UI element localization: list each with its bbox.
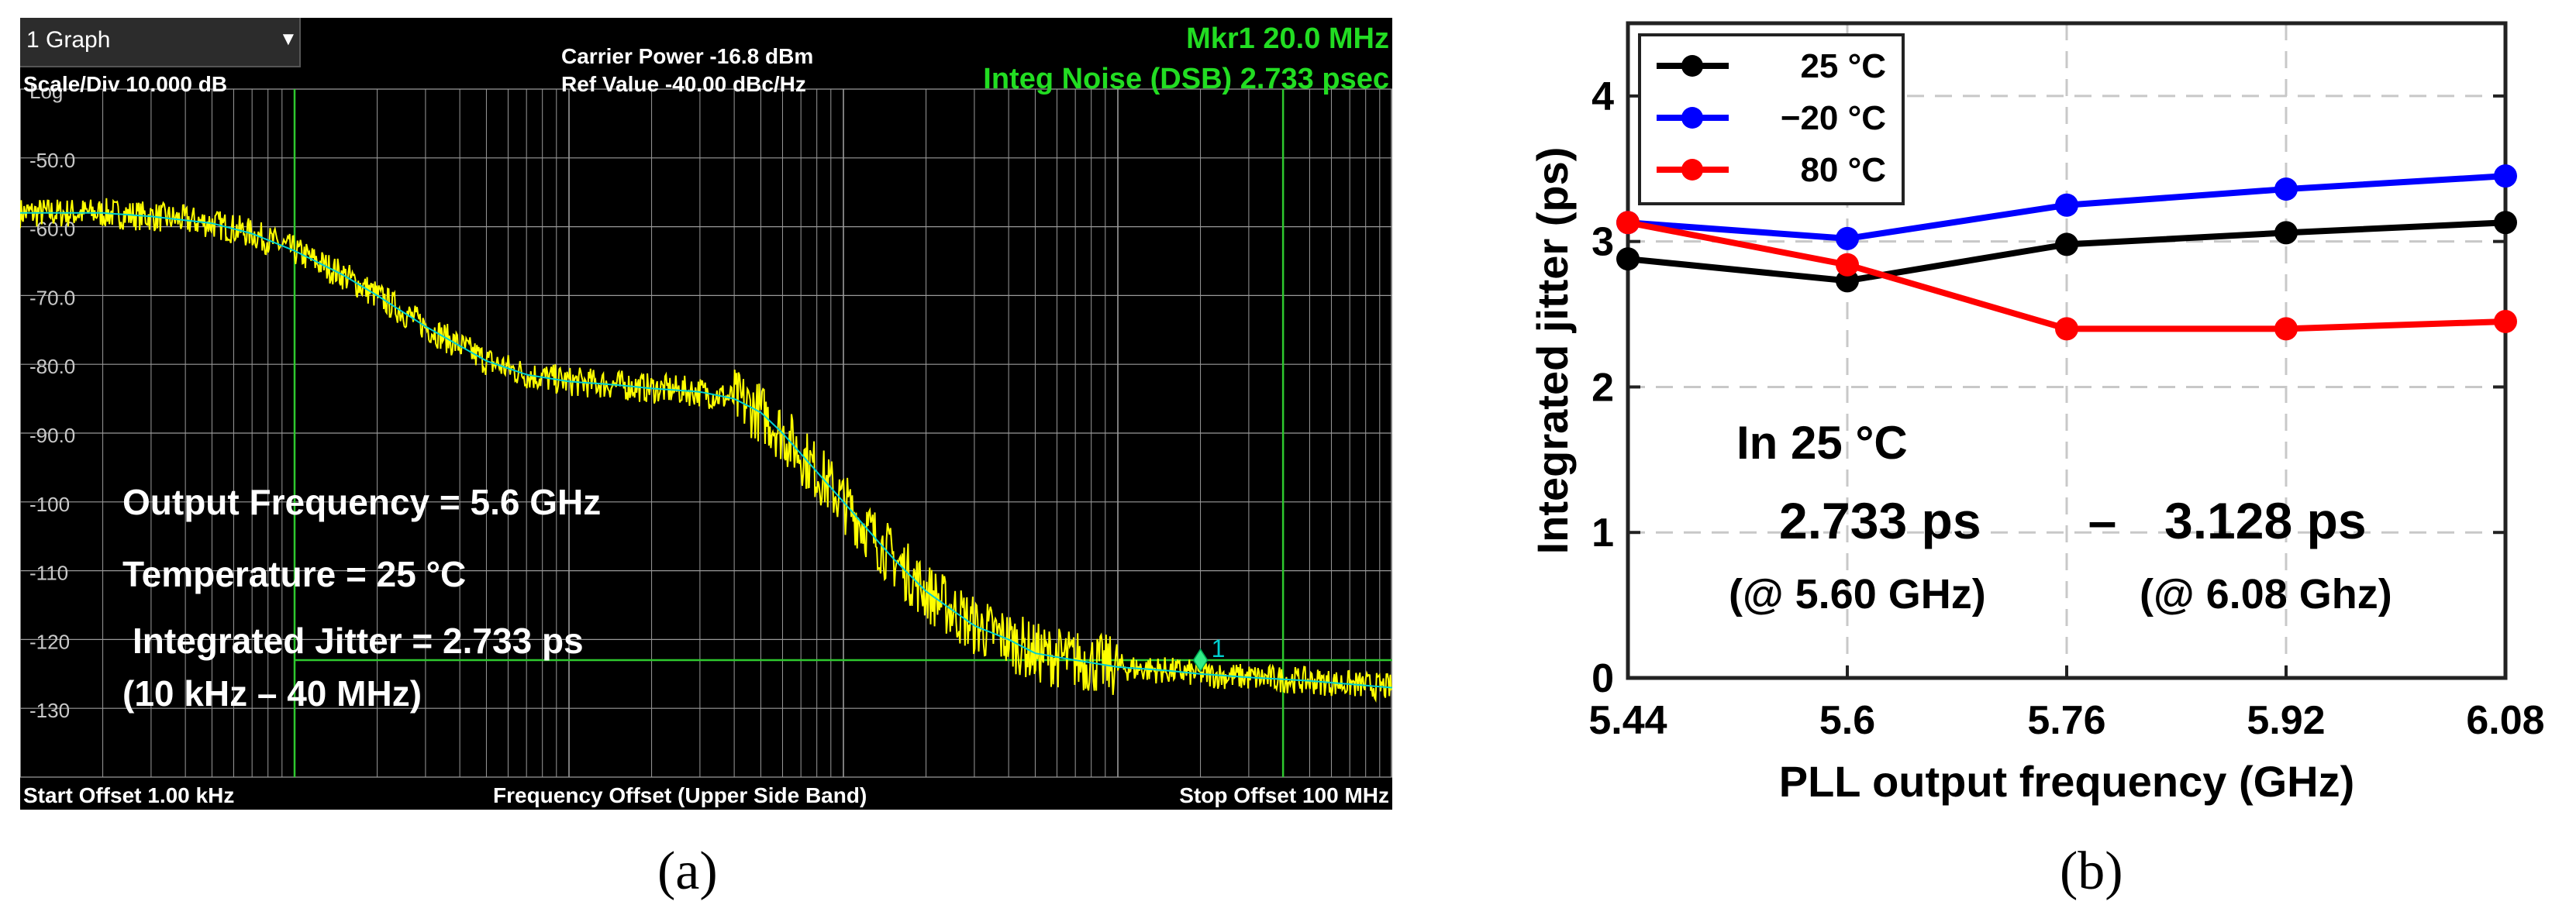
stop-offset-label: Stop Offset 100 MHz xyxy=(1179,783,1389,807)
y-tick-label: 4 xyxy=(1591,74,1614,119)
y-tick-label: -90.0 xyxy=(29,424,75,447)
scale-div-readout: Scale/Div 10.000 dB xyxy=(23,72,228,96)
series-point xyxy=(1836,226,1859,250)
y-tick-label: -100 xyxy=(29,493,70,516)
annotation-text: Temperature = 25 °C xyxy=(122,554,466,594)
x-tick-label: 5.92 xyxy=(2247,698,2325,743)
series-point xyxy=(2494,164,2517,188)
marker-diamond xyxy=(1192,648,1209,673)
series-point xyxy=(2055,193,2078,217)
series-point xyxy=(2494,309,2517,333)
marker-tag: 1 xyxy=(1212,635,1226,662)
legend-label: 80 °C xyxy=(1800,151,1886,189)
x-tick-label: 5.44 xyxy=(1588,698,1667,743)
legend-marker xyxy=(1681,159,1703,181)
series-point xyxy=(2055,232,2078,256)
annotation-text: Integrated Jitter = 2.733 ps xyxy=(133,621,584,661)
carrier-power-readout: Carrier Power -16.8 dBm xyxy=(561,44,814,68)
annotation-text: (10 kHz – 40 MHz) xyxy=(122,673,422,714)
y-tick-label: -120 xyxy=(29,630,70,653)
y-tick-label: -80.0 xyxy=(29,355,75,378)
x-axis-label: Frequency Offset (Upper Side Band) xyxy=(493,783,867,807)
y-tick-label: -70.0 xyxy=(29,286,75,309)
series-point xyxy=(2274,317,2298,341)
x-tick-label: 6.08 xyxy=(2466,698,2544,743)
phase-noise-plot: Log-50.0-60.0-70.0-80.0-90.0-100-110-120… xyxy=(20,80,1392,778)
y-tick-label: Log xyxy=(29,80,63,103)
annotation-text: Output Frequency = 5.6 GHz xyxy=(122,482,601,522)
annotation-dash: – xyxy=(2088,492,2117,549)
series-point xyxy=(2494,211,2517,235)
chevron-down-icon: ▼ xyxy=(279,29,298,50)
start-offset-label: Start Offset 1.00 kHz xyxy=(23,783,235,807)
graph-dropdown[interactable]: 1 Graph ▼ xyxy=(20,18,301,67)
annotation-at-high: (@ 6.08 Ghz) xyxy=(2140,571,2392,618)
annotation-at-low: (@ 5.60 GHz) xyxy=(1729,571,1986,618)
x-axis-label: PLL output frequency (GHz) xyxy=(1779,757,2355,806)
y-tick-label: -130 xyxy=(29,699,70,722)
smoothed-trace xyxy=(20,212,1392,689)
y-tick-label: 3 xyxy=(1591,220,1614,265)
caption-b: (b) xyxy=(2060,841,2123,901)
annotation-in-label: In 25 °C xyxy=(1736,417,1908,469)
ref-value-readout: Ref Value -40.00 dBc/Hz xyxy=(561,72,806,96)
x-tick-label: 5.76 xyxy=(2027,698,2105,743)
phase-noise-trace xyxy=(20,198,1392,704)
series-point xyxy=(1616,247,1640,271)
legend-marker xyxy=(1681,107,1703,129)
legend-label: 25 °C xyxy=(1800,47,1886,85)
caption-a: (a) xyxy=(657,841,718,901)
annotation-value-low: 2.733 ps xyxy=(1779,492,1981,549)
y-tick-label: 1 xyxy=(1591,511,1614,556)
y-tick-label: 0 xyxy=(1591,656,1614,701)
marker-readout: Mkr1 20.0 MHz xyxy=(1186,22,1389,55)
series-point xyxy=(2274,221,2298,245)
jitter-chart: 0 1 2 3 4 5.44 5.6 5.76 5.92 6.08 PLL output frequ… xyxy=(1528,21,2545,806)
y-axis-label: Integrated jitter (ps) xyxy=(1528,147,1577,555)
x-tick-label: 5.6 xyxy=(1819,698,1875,743)
series-point xyxy=(1616,211,1640,235)
annotation-value-high: 3.128 ps xyxy=(2164,492,2367,549)
y-tick-label: -50.0 xyxy=(29,149,75,172)
legend-marker xyxy=(1681,55,1703,77)
phase-noise-screen: Log -50.0 -60.0 -70.0 -80.0 -90.0 -100 -110 -120… xyxy=(20,18,1392,810)
integ-noise-readout: Integ Noise (DSB) 2.733 psec xyxy=(983,63,1389,95)
y-tick-label: 2 xyxy=(1591,365,1614,410)
series-point xyxy=(1836,269,1859,293)
legend-label: −20 °C xyxy=(1781,99,1886,137)
series-point xyxy=(2274,177,2298,201)
series-point xyxy=(2055,317,2078,341)
series-point xyxy=(1836,253,1859,277)
y-tick-label: -110 xyxy=(29,562,68,585)
graph-dropdown-label: 1 Graph xyxy=(26,27,111,53)
